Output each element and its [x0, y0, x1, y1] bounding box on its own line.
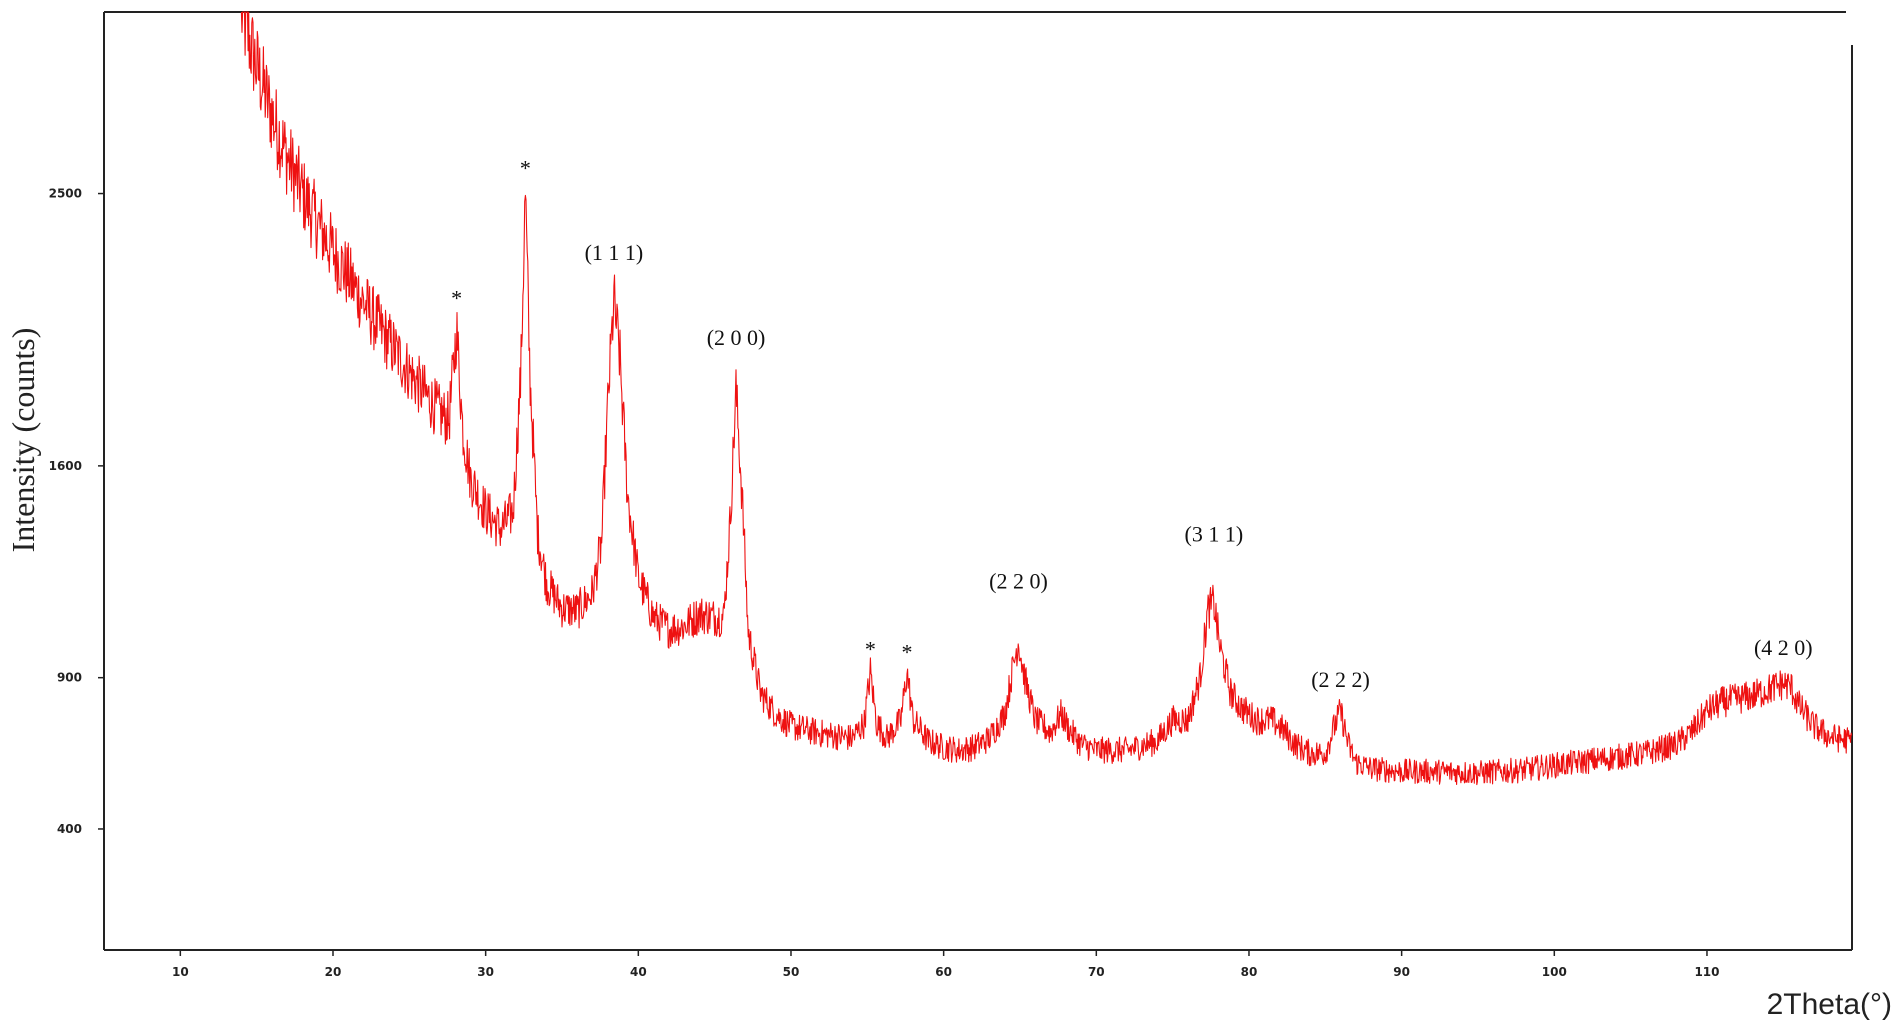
peak-annotations: * * (1 1 1) (2 0 0) * * (2 2 0) (3 1 1) (2 2 2) (… — [451, 155, 1812, 691]
peak-label: (3 1 1) — [1185, 522, 1244, 547]
peak-label: (2 0 0) — [707, 325, 766, 350]
x-tick-label: 10 — [172, 965, 189, 979]
x-tick-label: 30 — [477, 965, 494, 979]
x-axis: 10 20 30 40 50 60 70 80 90 100 110 — [172, 950, 1720, 979]
x-tick-label: 80 — [1241, 965, 1258, 979]
y-tick-label: 900 — [57, 671, 82, 685]
x-tick-label: 70 — [1088, 965, 1105, 979]
peak-label: * — [520, 155, 531, 180]
peak-label: (4 2 0) — [1754, 635, 1813, 660]
xrd-series-line — [240, 11, 1853, 786]
y-tick-label: 1600 — [49, 459, 82, 473]
peak-label: (2 2 0) — [989, 568, 1048, 593]
x-axis-title: 2Theta(°) — [1767, 988, 1892, 1021]
plot-frame — [103, 11, 1853, 951]
x-tick-label: 90 — [1393, 965, 1410, 979]
x-tick-label: 100 — [1542, 965, 1567, 979]
x-tick-label: 110 — [1694, 965, 1719, 979]
y-tick-label: 2500 — [49, 187, 82, 201]
peak-label: * — [902, 640, 913, 665]
y-axis: 400 900 1600 2500 — [49, 187, 104, 836]
peak-label: (1 1 1) — [585, 240, 644, 265]
x-tick-label: 50 — [783, 965, 800, 979]
peak-label: (2 2 2) — [1311, 667, 1370, 692]
peak-label: * — [865, 636, 876, 661]
x-tick-label: 40 — [630, 965, 647, 979]
y-axis-title: Intensity (counts) — [5, 328, 41, 553]
peak-label: * — [451, 286, 462, 311]
series-layer — [240, 11, 1853, 786]
x-tick-label: 20 — [325, 965, 342, 979]
y-tick-label: 400 — [57, 822, 82, 836]
x-tick-label: 60 — [935, 965, 952, 979]
